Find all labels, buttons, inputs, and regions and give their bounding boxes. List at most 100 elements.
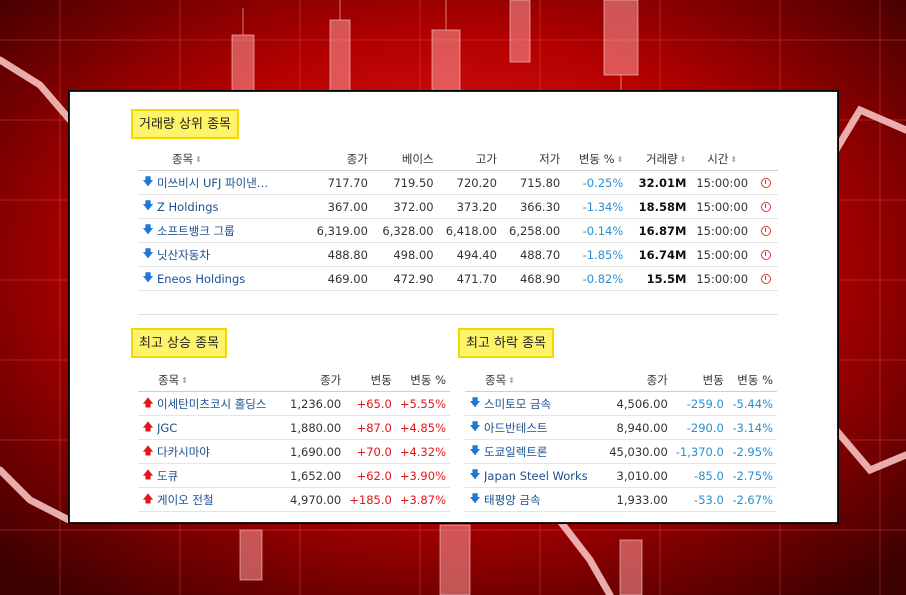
volume-table: 종목 ⬍ 종가 베이스 고가 저가 변동 % ⬍ 거래량 ⬍ 시간 ⬍ 🡇 미쓰비시 UF… (138, 148, 778, 291)
change-percent: -1.85% (564, 242, 628, 267)
base-value: 472.90 (371, 266, 438, 291)
stock-link[interactable]: 아드반테스트 (484, 420, 548, 435)
stock-link[interactable]: 미쓰비시 UFJ 파이낸셜 그룹 (157, 175, 275, 190)
section-divider (138, 314, 778, 315)
col-chgpct-header[interactable]: 변동 % (727, 369, 777, 392)
close-value: 717.70 (307, 170, 372, 195)
stock-link[interactable]: Z Holdings (157, 199, 219, 214)
close-value: 1,236.00 (281, 391, 346, 416)
low-value: 715.80 (500, 170, 565, 195)
stock-link[interactable]: JGC (157, 420, 178, 435)
change-value: -53.0 (671, 487, 728, 512)
col-name-header[interactable]: 종목 ⬍ (138, 148, 308, 171)
arrow-down-icon: 🡇 (142, 223, 154, 236)
gainers-section-title: 최고 상승 종목 (131, 328, 228, 358)
col-name-header[interactable]: 종목 ⬍ (465, 369, 601, 392)
stock-link[interactable]: 태평양 금속 (484, 492, 541, 507)
change-percent: -0.82% (564, 266, 628, 291)
change-percent: -2.67% (727, 487, 777, 512)
change-percent: -5.44% (727, 391, 777, 416)
col-close-header[interactable]: 종가 (281, 369, 346, 392)
table-row: 🡇 스미토모 금속 4,506.00 -259.0 -5.44% (465, 391, 777, 416)
arrow-down-icon: 🡇 (142, 271, 154, 284)
low-value: 488.70 (500, 242, 565, 267)
stock-link[interactable]: 스미토모 금속 (484, 396, 552, 411)
col-chgpct-header[interactable]: 변동 % (395, 369, 450, 392)
stock-link[interactable]: 다카시마야 (157, 444, 210, 459)
table-row: 🡇 Z Holdings 367.00 372.00 373.20 366.30 … (138, 194, 778, 219)
table-row: 🡅 이세탄미츠코시 홀딩스 1,236.00 +65.0 +5.55% (138, 391, 450, 416)
stock-link[interactable]: 닛산자동차 (157, 247, 210, 262)
change-value: +185.0 (345, 487, 396, 512)
col-time-header[interactable]: 시간 ⬍ (690, 148, 754, 171)
arrow-up-icon: 🡅 (142, 444, 154, 457)
close-value: 6,319.00 (307, 218, 372, 243)
table-row: 🡇 도쿄일렉트론 45,030.00 -1,370.0 -2.95% (465, 439, 777, 464)
stock-link[interactable]: 게이오 전철 (157, 492, 214, 507)
arrow-down-icon: 🡇 (469, 420, 481, 433)
col-close-header[interactable]: 종가 (601, 369, 672, 392)
low-value: 366.30 (500, 194, 565, 219)
table-row: 🡅 도큐 1,652.00 +62.0 +3.90% (138, 463, 450, 488)
col-volume-header[interactable]: 거래량 ⬍ (627, 148, 691, 171)
col-low-header[interactable]: 저가 (500, 148, 565, 171)
low-value: 468.90 (500, 266, 565, 291)
change-percent: +4.32% (395, 439, 450, 464)
col-chgpct-header[interactable]: 변동 % ⬍ (564, 148, 628, 171)
arrow-down-icon: 🡇 (469, 444, 481, 457)
stock-link[interactable]: 소프트뱅크 그룹 (157, 223, 235, 238)
change-value: +70.0 (345, 439, 396, 464)
volume-section-title: 거래량 상위 종목 (131, 109, 239, 139)
time-value: 15:00:00 (690, 266, 754, 291)
change-percent: +5.55% (395, 391, 450, 416)
arrow-up-icon: 🡅 (142, 492, 154, 505)
table-row: 🡇 태평양 금속 1,933.00 -53.0 -2.67% (465, 487, 777, 512)
col-close-header[interactable]: 종가 (307, 148, 372, 171)
table-row: 🡅 게이오 전철 4,970.00 +185.0 +3.87% (138, 487, 450, 512)
base-value: 6,328.00 (371, 218, 438, 243)
close-value: 1,652.00 (281, 463, 346, 488)
table-row: 🡇 아드반테스트 8,940.00 -290.0 -3.14% (465, 415, 777, 440)
table-row: 🡇 Japan Steel Works 3,010.00 -85.0 -2.75% (465, 463, 777, 488)
col-change-header[interactable]: 변동 (671, 369, 728, 392)
change-value: +65.0 (345, 391, 396, 416)
low-value: 6,258.00 (500, 218, 565, 243)
clock-icon (760, 274, 771, 284)
market-panel: 거래량 상위 종목 종목 ⬍ 종가 베이스 고가 저가 변동 % ⬍ 거래량 ⬍ 시간… (69, 91, 838, 523)
change-value: -290.0 (671, 415, 728, 440)
clock-icon (760, 226, 771, 236)
high-value: 720.20 (437, 170, 501, 195)
change-percent: -2.75% (727, 463, 777, 488)
base-value: 719.50 (371, 170, 438, 195)
col-change-header[interactable]: 변동 (345, 369, 396, 392)
stock-link[interactable]: 이세탄미츠코시 홀딩스 (157, 396, 267, 411)
change-percent: -0.14% (564, 218, 628, 243)
close-value: 4,506.00 (601, 391, 672, 416)
stock-link[interactable]: 도큐 (157, 468, 179, 483)
arrow-down-icon: 🡇 (142, 247, 154, 260)
arrow-down-icon: 🡇 (469, 468, 481, 481)
stock-link[interactable]: Japan Steel Works (484, 468, 588, 483)
clock-icon (760, 202, 771, 212)
col-name-header[interactable]: 종목 ⬍ (138, 369, 282, 392)
change-percent: +3.90% (395, 463, 450, 488)
arrow-down-icon: 🡇 (469, 492, 481, 505)
volume-value: 16.87M (627, 218, 691, 243)
close-value: 488.80 (307, 242, 372, 267)
table-row: 🡇미쓰비시 UFJ 파이낸셜 그룹 717.70 719.50 720.20 7… (138, 170, 778, 195)
close-value: 8,940.00 (601, 415, 672, 440)
high-value: 471.70 (437, 266, 501, 291)
change-value: +87.0 (345, 415, 396, 440)
stock-link[interactable]: Eneos Holdings (157, 271, 246, 286)
col-high-header[interactable]: 고가 (437, 148, 501, 171)
volume-value: 18.58M (627, 194, 691, 219)
high-value: 494.40 (437, 242, 501, 267)
clock-icon (760, 250, 771, 260)
col-base-header[interactable]: 베이스 (371, 148, 438, 171)
stock-link[interactable]: 도쿄일렉트론 (484, 444, 548, 459)
close-value: 367.00 (307, 194, 372, 219)
base-value: 372.00 (371, 194, 438, 219)
table-row: 🡇 닛산자동차 488.80 498.00 494.40 488.70 -1.85… (138, 242, 778, 267)
volume-value: 16.74M (627, 242, 691, 267)
high-value: 6,418.00 (437, 218, 501, 243)
